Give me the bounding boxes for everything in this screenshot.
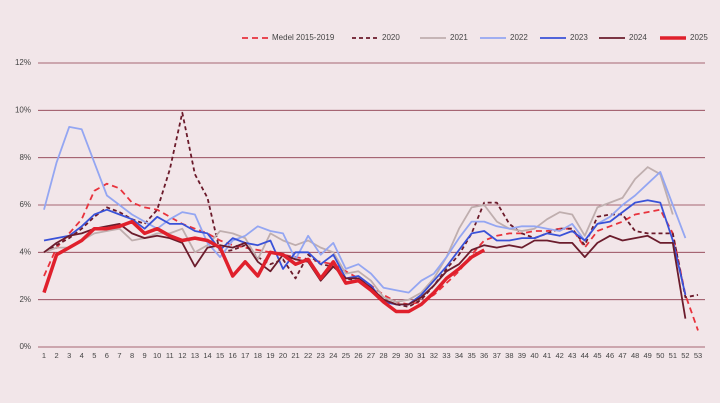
series-line <box>43 126 687 294</box>
x-tick-label: 20 <box>279 351 287 360</box>
legend-label: 2025 <box>690 33 708 42</box>
x-tick-label: 43 <box>568 351 576 360</box>
series-line <box>42 219 486 314</box>
x-tick-label: 17 <box>241 351 249 360</box>
x-tick-label: 9 <box>143 351 147 360</box>
legend-label: Medel 2015-2019 <box>272 33 335 42</box>
x-tick-label: 40 <box>530 351 538 360</box>
x-tick-label: 48 <box>631 351 639 360</box>
y-tick-label: 0% <box>19 342 31 351</box>
x-tick-label: 29 <box>392 351 400 360</box>
x-tick-label: 13 <box>191 351 199 360</box>
x-tick-label: 36 <box>480 351 488 360</box>
x-tick-label: 21 <box>291 351 299 360</box>
x-tick-label: 19 <box>266 351 274 360</box>
x-tick-label: 6 <box>105 351 109 360</box>
legend-label: 2024 <box>629 33 647 42</box>
x-tick-label: 33 <box>442 351 450 360</box>
x-tick-label: 38 <box>505 351 513 360</box>
x-tick-label: 22 <box>304 351 312 360</box>
x-tick-label: 26 <box>354 351 362 360</box>
x-tick-label: 3 <box>67 351 71 360</box>
x-tick-label: 52 <box>681 351 689 360</box>
y-tick-label: 12% <box>15 58 31 67</box>
legend-label: 2022 <box>510 33 528 42</box>
x-tick-label: 32 <box>430 351 438 360</box>
series-line <box>43 111 699 308</box>
x-tick-label: 16 <box>228 351 236 360</box>
x-tick-label: 45 <box>593 351 601 360</box>
x-tick-label: 1 <box>42 351 46 360</box>
x-tick-label: 23 <box>317 351 325 360</box>
x-tick-label: 15 <box>216 351 224 360</box>
legend-label: 2023 <box>570 33 588 42</box>
x-tick-label: 4 <box>80 351 84 360</box>
x-tick-label: 24 <box>329 351 337 360</box>
y-tick-label: 4% <box>19 247 31 256</box>
legend-label: 2021 <box>450 33 468 42</box>
x-tick-label: 18 <box>254 351 262 360</box>
x-tick-label: 50 <box>656 351 664 360</box>
x-tick-label: 47 <box>618 351 626 360</box>
series-line <box>43 199 687 306</box>
x-tick-label: 7 <box>117 351 121 360</box>
x-tick-label: 5 <box>92 351 96 360</box>
y-tick-label: 8% <box>19 153 31 162</box>
x-tick-label: 34 <box>455 351 463 360</box>
x-tick-label: 10 <box>153 351 161 360</box>
x-tick-label: 30 <box>405 351 413 360</box>
x-tick-label: 49 <box>644 351 652 360</box>
x-tick-label: 8 <box>130 351 134 360</box>
legend-label: 2020 <box>382 33 400 42</box>
x-tick-label: 31 <box>417 351 425 360</box>
x-tick-label: 44 <box>581 351 589 360</box>
x-tick-label: 2 <box>54 351 58 360</box>
y-tick-label: 2% <box>19 295 31 304</box>
y-tick-label: 10% <box>15 105 31 114</box>
x-tick-label: 27 <box>367 351 375 360</box>
x-tick-label: 14 <box>203 351 211 360</box>
x-tick-label: 51 <box>669 351 677 360</box>
x-tick-label: 12 <box>178 351 186 360</box>
x-tick-label: 28 <box>379 351 387 360</box>
x-tick-label: 25 <box>342 351 350 360</box>
x-tick-label: 37 <box>493 351 501 360</box>
x-tick-label: 35 <box>467 351 475 360</box>
x-tick-label: 11 <box>166 351 174 360</box>
series-line <box>43 223 687 319</box>
x-tick-label: 46 <box>606 351 614 360</box>
x-tick-label: 41 <box>543 351 551 360</box>
x-tick-label: 53 <box>694 351 702 360</box>
y-tick-label: 6% <box>19 200 31 209</box>
x-tick-label: 39 <box>518 351 526 360</box>
x-tick-label: 42 <box>555 351 563 360</box>
